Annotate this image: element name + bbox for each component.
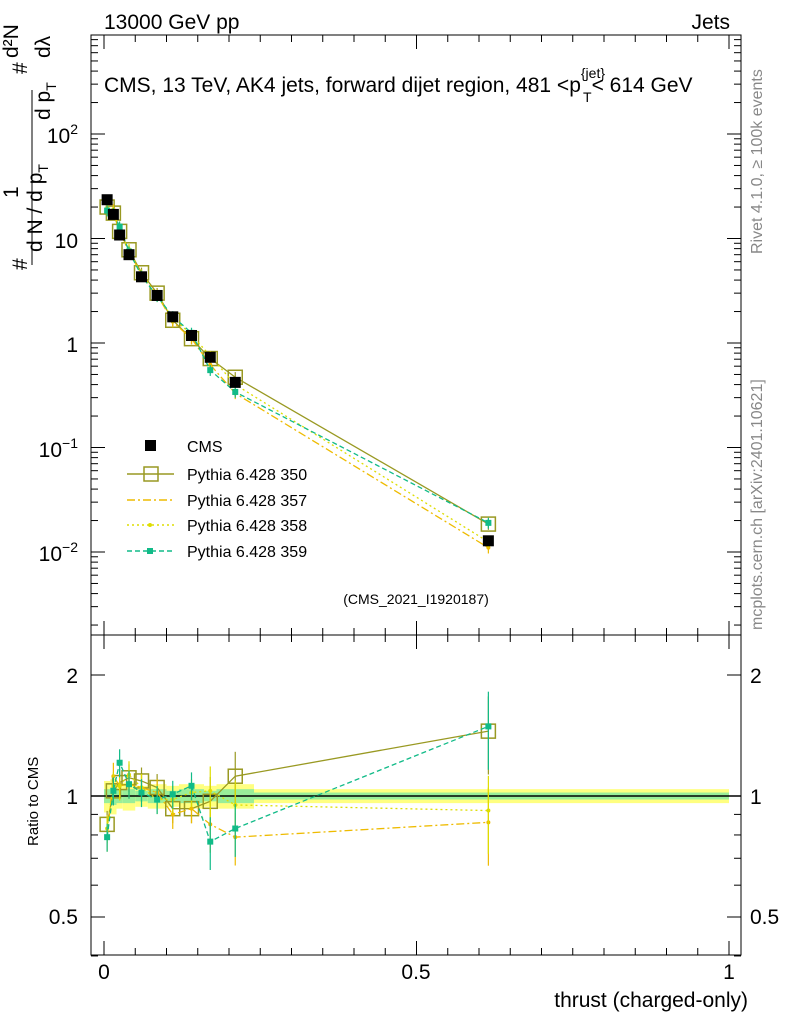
ratio-point — [138, 789, 145, 796]
legend-label-359: Pythia 6.428 359 — [187, 544, 307, 561]
xtick-label-0: 0 — [98, 961, 110, 984]
main-axis-ticks — [91, 35, 741, 635]
ytick-label-1: 1 — [66, 334, 78, 357]
series-cms — [101, 194, 494, 547]
data-point — [232, 388, 239, 395]
ratio-point — [170, 812, 175, 817]
ratio-point — [207, 838, 214, 845]
ratio-point — [208, 788, 213, 793]
data-point — [207, 367, 214, 374]
chart-title: CMS, 13 TeV, AK4 jets, forward dijet reg… — [104, 65, 693, 105]
ratio-point — [126, 781, 132, 788]
ratio-line — [106, 774, 489, 838]
series-line — [106, 207, 489, 543]
rivet-version-label: Rivet 4.1.0, ≥ 100k events — [749, 69, 766, 254]
data-point — [136, 271, 147, 283]
legend-entry-357: Pythia 6.428 357 — [127, 493, 307, 510]
data-point — [107, 208, 119, 220]
series-line — [106, 209, 489, 524]
data-point — [104, 207, 111, 214]
ratio-ytick-2: 2 — [66, 665, 78, 688]
ratio-line — [106, 730, 489, 825]
data-point — [114, 229, 126, 241]
ytick-label-1e2: 102 — [47, 121, 78, 148]
legend-entry-359: Pythia 6.428 359 — [127, 544, 307, 561]
ylabel-hash-1: # — [9, 258, 32, 270]
main-series — [99, 194, 497, 554]
ratio-point — [117, 783, 122, 788]
legend-entry-358: Pythia 6.428 358 — [127, 518, 307, 535]
xtick-label-1: 1 — [723, 961, 735, 984]
ratio-point — [154, 796, 161, 803]
ytick-label-1e-2: 10−2 — [39, 539, 79, 566]
legend-label-358: Pythia 6.428 358 — [187, 518, 307, 535]
ratio-ytick-1: 1 — [66, 786, 78, 809]
data-point — [204, 351, 216, 363]
data-point — [480, 516, 497, 532]
ylabel-dN: d N / d pT — [24, 164, 51, 252]
ratio-point — [485, 723, 492, 730]
ratio-ytick-05: 0.5 — [49, 906, 78, 929]
data-point — [167, 311, 179, 323]
ratio-panel: 2 1 0.5 2 1 0.5 Ratio to CMS 0 0.5 1 thr… — [25, 634, 779, 1012]
data-point — [123, 249, 135, 261]
ylabel-dpt: d pT — [32, 82, 59, 120]
ratio-point — [116, 759, 123, 766]
data-point — [186, 329, 197, 341]
main-panel: 10−2 10−1 1 10 102 CMS, 13 TeV, AK4 jets… — [0, 24, 742, 636]
xtick-label-05: 0.5 — [401, 961, 430, 984]
legend-label-cms: CMS — [187, 439, 223, 456]
ratio-pythia-6-428-357 — [105, 762, 491, 866]
legend-label-357: Pythia 6.428 357 — [187, 493, 307, 510]
legend-entry-350: Pythia 6.428 350 — [127, 466, 307, 484]
data-point — [482, 535, 494, 547]
ratio-ylabel: Ratio to CMS — [25, 757, 42, 846]
data-point — [116, 223, 123, 230]
ylabel-d2N: d²N — [0, 24, 23, 58]
header-right: Jets — [691, 11, 730, 34]
data-point — [101, 194, 113, 206]
legend-label-350: Pythia 6.428 350 — [187, 467, 307, 484]
ratio-point — [232, 825, 239, 832]
data-point — [485, 519, 492, 526]
ratio-pythia-6-428-359 — [104, 691, 492, 870]
ratio-series — [99, 691, 497, 870]
ylabel-dlambda: dλ — [32, 35, 55, 58]
legend-entry-cms: CMS — [145, 439, 223, 456]
data-point — [151, 289, 163, 301]
x-axis-label: thrust (charged-only) — [554, 989, 748, 1012]
ytick-label-10: 10 — [55, 230, 78, 253]
ratio-ytick-2-right: 2 — [750, 665, 762, 688]
ratio-point — [104, 834, 111, 841]
main-ylabel: # d N / d pT 1 # d²N d pT dλ — [0, 24, 59, 270]
data-point — [208, 362, 213, 367]
ratio-point — [189, 806, 194, 811]
ratio-point — [188, 782, 195, 789]
main-ytick-labels: 10−2 10−1 1 10 102 — [39, 121, 79, 566]
data-point — [229, 376, 241, 388]
ylabel-hash-2: # — [9, 62, 32, 74]
ylabel-one: 1 — [0, 186, 23, 198]
legend: CMS Pythia 6.428 350 Pythia 6.428 357 Py… — [127, 439, 307, 561]
analysis-tag: (CMS_2021_I1920187) — [343, 591, 489, 607]
ratio-pythia-6-428-350 — [99, 696, 497, 839]
header-left: 13000 GeV pp — [104, 11, 239, 34]
ratio-point — [110, 787, 117, 794]
ytick-label-1e-1: 10−1 — [39, 435, 79, 462]
ratio-ytick-05-right: 0.5 — [750, 906, 779, 929]
mcplots-label: mcplots.cern.ch [arXiv:2401.10621] — [749, 379, 766, 630]
ratio-ytick-1-right: 1 — [750, 786, 762, 809]
ratio-axis-ticks — [91, 635, 741, 957]
ratio-point — [486, 808, 491, 813]
ratio-point — [169, 791, 176, 798]
